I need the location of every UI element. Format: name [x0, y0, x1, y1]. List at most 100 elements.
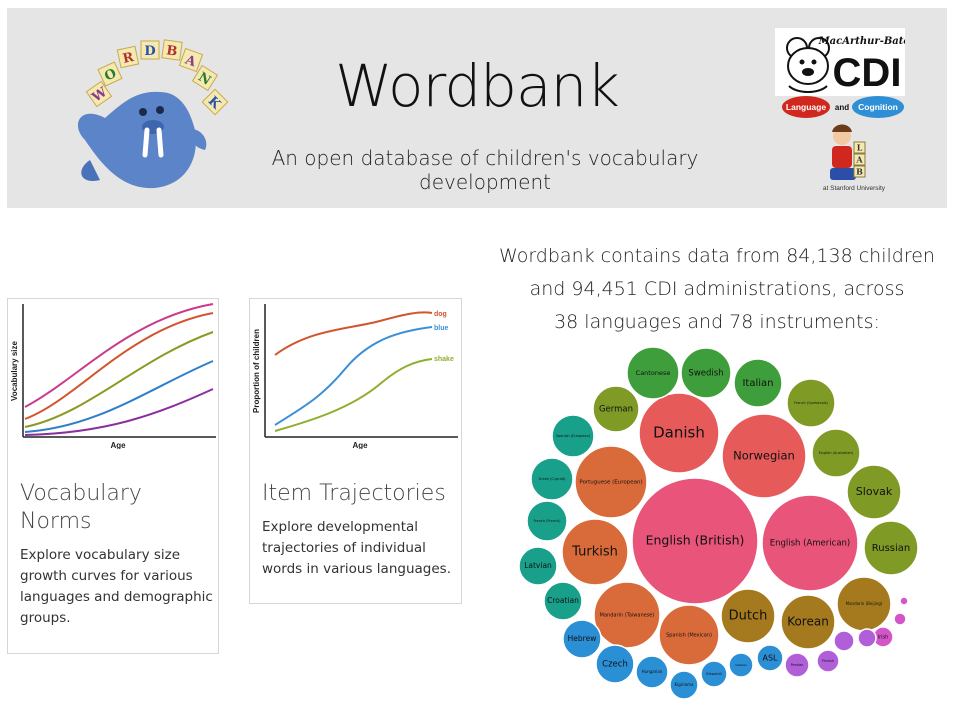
language-bubble[interactable]: French (French): [526, 500, 568, 542]
language-bubble-circle[interactable]: [780, 594, 836, 650]
language-bubble[interactable]: Persian: [784, 652, 810, 678]
language-bubble[interactable]: Mandarin (Beijing): [836, 576, 892, 632]
language-bubble[interactable]: Russian: [863, 520, 919, 576]
language-bubble-circle[interactable]: [863, 520, 919, 576]
language-bubble[interactable]: Spanish (Mexican): [658, 604, 720, 666]
language-bubble-circle[interactable]: [574, 445, 648, 519]
language-bubble[interactable]: Catalan: [728, 652, 754, 678]
language-bubble[interactable]: Mandarin (Taiwanese): [593, 581, 661, 649]
svg-text:B: B: [165, 43, 178, 59]
language-bubble-circle[interactable]: [562, 619, 602, 659]
vocabulary-norms-card[interactable]: Age Vocabulary size Vocabulary Norms Exp…: [7, 298, 219, 654]
item-trajectories-thumbnail: Age Proportion of children dog blue shak…: [252, 304, 458, 449]
language-bubble[interactable]: Spanish (European): [551, 414, 595, 458]
item-trajectories-title[interactable]: Item Trajectories: [262, 481, 446, 506]
language-bubble-circle[interactable]: [761, 494, 859, 592]
language-bubble[interactable]: German: [592, 385, 640, 433]
language-bubble-circle[interactable]: [592, 385, 640, 433]
language-bubble[interactable]: Norwegian: [721, 413, 807, 499]
site-subtitle: An open database of children's vocabular…: [271, 146, 699, 194]
language-bubble[interactable]: [893, 612, 907, 626]
language-bubble[interactable]: Croatian: [543, 581, 583, 621]
language-bubble-label: Hebrew: [568, 634, 597, 643]
language-bubble[interactable]: Kigiriama: [669, 670, 699, 700]
language-bubble-label: Greek (Cypriot): [539, 477, 567, 481]
vocabulary-norms-thumbnail: Age Vocabulary size: [10, 303, 216, 449]
svg-text:blue: blue: [434, 325, 448, 332]
language-bubble-circle[interactable]: [733, 358, 783, 408]
language-bubble-label: French (Quebecois): [794, 401, 828, 405]
language-bubble-circle[interactable]: [846, 464, 902, 520]
cdi-logo-small-text: MacArthur-Bates: [818, 36, 905, 47]
language-bubble-label: Irish: [878, 635, 889, 641]
language-bubble-label: Latvian: [524, 561, 552, 570]
language-bubble-circle[interactable]: [669, 670, 699, 700]
language-bubble-circle[interactable]: [784, 652, 810, 678]
language-bubble-circle[interactable]: [593, 581, 661, 649]
language-bubble[interactable]: Dutch: [720, 588, 776, 644]
language-bubble-circle[interactable]: [833, 630, 855, 652]
item-trajectories-card[interactable]: Age Proportion of children dog blue shak…: [249, 298, 462, 604]
language-bubble-circle[interactable]: [526, 500, 568, 542]
language-bubble-circle[interactable]: [700, 660, 728, 688]
language-bubble-circle[interactable]: [551, 414, 595, 458]
language-bubble-label: Norwegian: [733, 449, 795, 463]
language-bubble-label: French (French): [533, 519, 561, 523]
language-bubble-circle[interactable]: [658, 604, 720, 666]
svg-text:at Stanford University: at Stanford University: [823, 185, 886, 192]
svg-text:Age: Age: [110, 441, 126, 449]
language-bubble-circle[interactable]: [816, 649, 840, 673]
language-bubble[interactable]: Kiswahili: [700, 660, 728, 688]
language-bubble-circle[interactable]: [561, 518, 629, 586]
language-bubble-label: Cantonese: [636, 369, 671, 377]
language-bubble-circle[interactable]: [518, 546, 558, 586]
language-bubble[interactable]: Greek (Cypriot): [530, 457, 574, 501]
language-bubble-circle[interactable]: [595, 644, 635, 684]
language-bubble-circle[interactable]: [626, 346, 680, 400]
language-bubble-circle[interactable]: [786, 378, 836, 428]
language-bubble-circle[interactable]: [530, 457, 574, 501]
language-bubble-circle[interactable]: [811, 428, 861, 478]
svg-text:R: R: [121, 50, 135, 67]
language-bubble[interactable]: Cantonese: [626, 346, 680, 400]
language-bubble[interactable]: Turkish: [561, 518, 629, 586]
language-and-cognition-lab-logo[interactable]: Language and Cognition L A B at Stanford…: [782, 96, 907, 196]
language-bubble[interactable]: [833, 630, 855, 652]
language-bubble-circle[interactable]: [857, 628, 877, 648]
language-bubble[interactable]: English (British): [631, 477, 759, 605]
language-bubble[interactable]: Finnish: [816, 649, 840, 673]
language-bubble-circle[interactable]: [638, 392, 720, 474]
language-bubble-circle[interactable]: [893, 612, 907, 626]
language-bubble[interactable]: English (American): [761, 494, 859, 592]
language-bubble-label: Croatian: [547, 596, 579, 605]
language-bubble[interactable]: Italian: [733, 358, 783, 408]
language-bubble-circle[interactable]: [721, 413, 807, 499]
language-bubble[interactable]: Portuguese (European): [574, 445, 648, 519]
language-bubble[interactable]: [857, 628, 877, 648]
language-bubble-circle[interactable]: [756, 644, 784, 672]
language-bubble[interactable]: French (Quebecois): [786, 378, 836, 428]
macarthur-bates-cdi-logo[interactable]: MacArthur-Bates CDI: [775, 28, 905, 96]
language-bubble[interactable]: [899, 596, 909, 606]
language-bubble[interactable]: Slovak: [846, 464, 902, 520]
language-bubble[interactable]: Hungarian: [635, 655, 669, 689]
language-bubble-circle[interactable]: [631, 477, 759, 605]
wordbank-walrus-logo[interactable]: W O R D B A N: [65, 30, 240, 200]
language-bubble-label: Czech: [602, 660, 628, 670]
svg-text:Vocabulary size: Vocabulary size: [10, 341, 19, 401]
language-bubble[interactable]: Hebrew: [562, 619, 602, 659]
language-bubble[interactable]: Swedish: [680, 347, 732, 399]
language-bubble-circle[interactable]: [680, 347, 732, 399]
language-bubble-circle[interactable]: [720, 588, 776, 644]
language-bubble-circle[interactable]: [543, 581, 583, 621]
vocabulary-norms-title[interactable]: Vocabulary Norms: [20, 481, 142, 534]
language-bubble[interactable]: English (Australian): [811, 428, 861, 478]
language-bubble[interactable]: Korean: [780, 594, 836, 650]
language-bubble-circle[interactable]: [728, 652, 754, 678]
language-bubble-circle[interactable]: [899, 596, 909, 606]
language-bubble[interactable]: Latvian: [518, 546, 558, 586]
language-bubble[interactable]: Czech: [595, 644, 635, 684]
language-bubble[interactable]: ASL: [756, 644, 784, 672]
language-bubble-circle[interactable]: [635, 655, 669, 689]
language-bubble[interactable]: Danish: [638, 392, 720, 474]
